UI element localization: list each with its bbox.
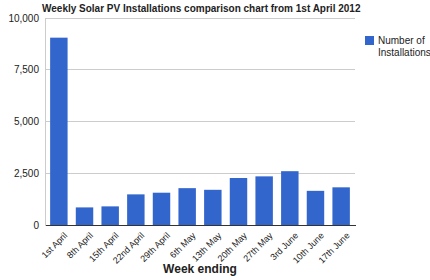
grid-line [45, 18, 355, 19]
x-axis-line [46, 225, 356, 226]
x-axis: 1st April8th April15th April22nd April29… [40, 225, 356, 266]
grid-line [45, 69, 355, 70]
bar [76, 207, 93, 225]
y-tick: 2,500 [14, 168, 45, 179]
y-tick-label: 0 [33, 220, 39, 231]
x-tick: 17th June [317, 225, 352, 265]
bar [204, 190, 221, 225]
x-tick-label: 29th April [138, 230, 172, 264]
grid-line [45, 121, 355, 122]
y-tick-label: 10,000 [8, 13, 39, 24]
bar [153, 193, 170, 225]
grid [45, 18, 355, 225]
bar [255, 176, 272, 225]
x-tick: 29th April [138, 225, 172, 264]
title: Weekly Solar PV Installations comparison… [42, 3, 361, 14]
bar [307, 191, 324, 225]
y-tick-label: 7,500 [14, 64, 39, 75]
bar [50, 38, 67, 225]
y-tick-label: 2,500 [14, 168, 39, 179]
bar [178, 188, 195, 225]
bar [127, 194, 144, 225]
legend-swatch [365, 36, 374, 45]
y-tick: 7,500 [14, 64, 45, 75]
chart: 0 2,500 5,000 7,500 10,000 1st April8th April… [0, 0, 430, 280]
y-tick-label: 5,000 [14, 116, 39, 127]
y-axis: 0 2,500 5,000 7,500 10,000 [8, 13, 45, 231]
bar [230, 178, 247, 225]
y-tick: 5,000 [14, 116, 45, 127]
x-tick-label: 1st April [40, 230, 70, 260]
x-tick: 1st April [40, 225, 70, 260]
bar [281, 171, 298, 225]
x-tick-label: 17th June [317, 230, 352, 265]
legend: Number ofInstallations [365, 35, 430, 58]
bar [101, 206, 118, 225]
legend-label: Number ofInstallations [378, 35, 430, 58]
y-axis-line [45, 19, 46, 226]
x-tick-label: 27th May [241, 230, 275, 264]
grid-line [45, 173, 355, 174]
bars [50, 38, 350, 225]
y-tick: 10,000 [8, 13, 45, 24]
y-tick: 0 [33, 220, 45, 231]
bar [332, 187, 349, 225]
x-axis-title: Week ending [163, 262, 237, 276]
